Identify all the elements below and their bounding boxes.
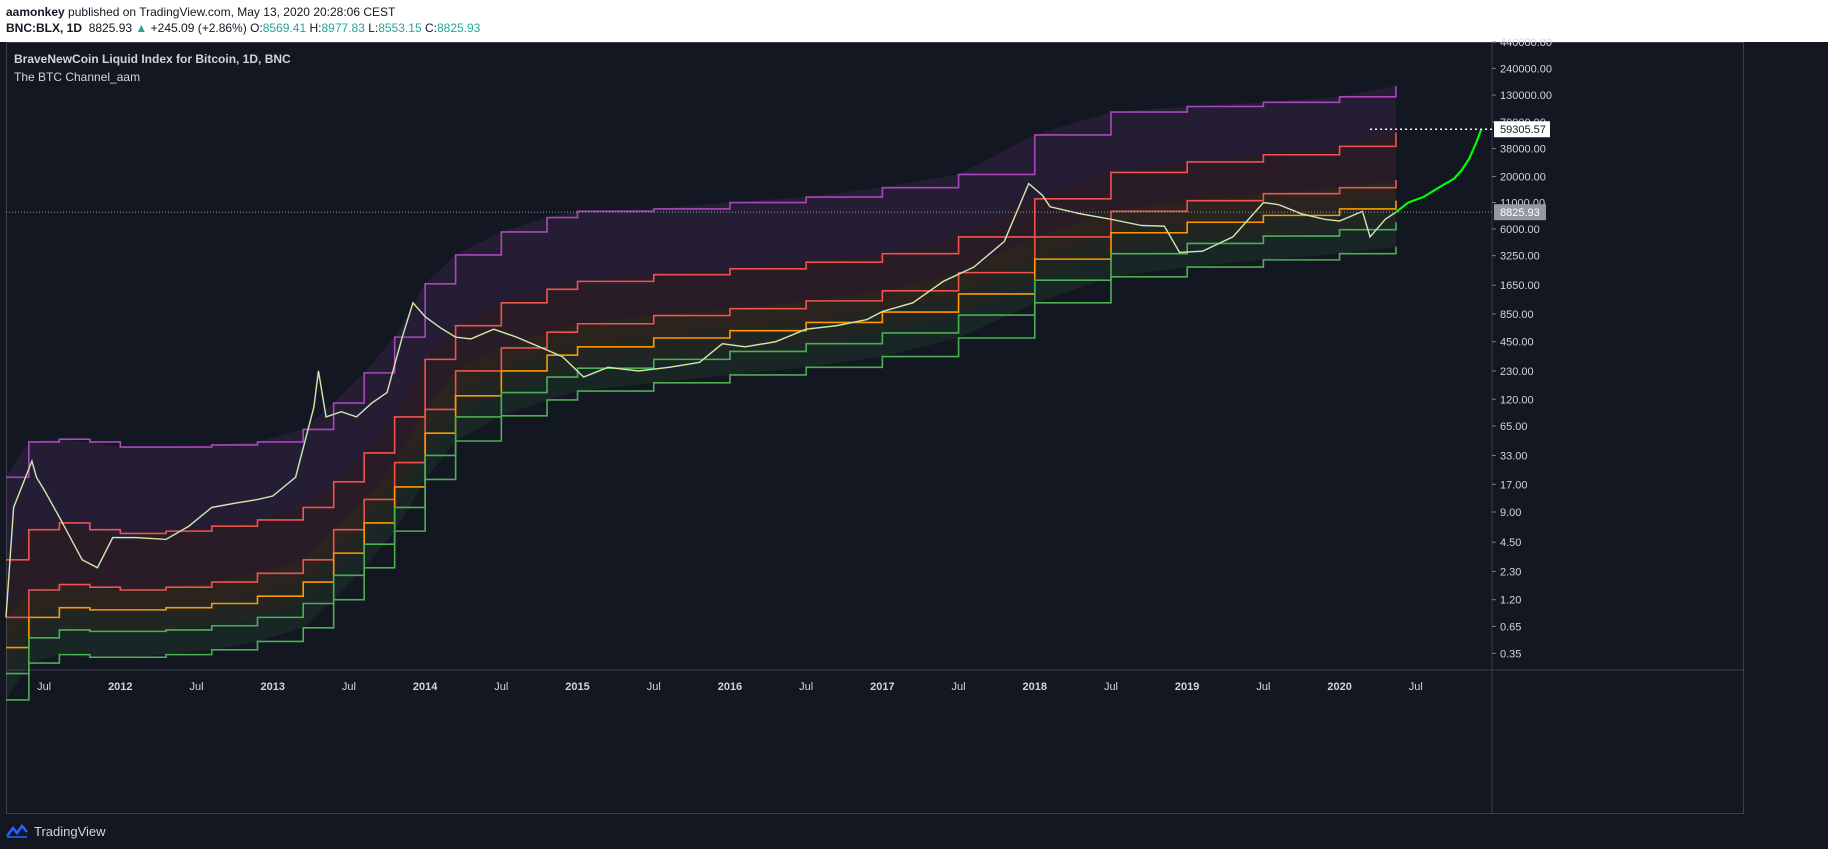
x-tick-label: Jul bbox=[952, 681, 966, 693]
tradingview-brand[interactable]: TradingView bbox=[34, 824, 106, 839]
price-line bbox=[5, 182, 1397, 618]
channel-line-green_lower bbox=[6, 246, 1397, 701]
y-tick-label: 17.00 bbox=[1500, 479, 1528, 491]
x-tick-label: 2013 bbox=[260, 681, 284, 693]
channel-line-green_upper bbox=[6, 222, 1397, 675]
x-tick-label: Jul bbox=[799, 681, 813, 693]
chart-legend: BraveNewCoin Liquid Index for Bitcoin, 1… bbox=[14, 52, 291, 84]
y-tick-label: 6000.00 bbox=[1500, 224, 1540, 236]
footer: TradingView bbox=[0, 814, 1828, 849]
chart-pane[interactable] bbox=[6, 42, 1744, 814]
y-tick-label: 1650.00 bbox=[1500, 280, 1540, 292]
x-tick-label: 2020 bbox=[1327, 681, 1351, 693]
x-tick-label: Jul bbox=[1104, 681, 1118, 693]
publish-info: published on TradingView.com, May 13, 20… bbox=[68, 5, 396, 19]
x-tick-label: Jul bbox=[37, 681, 51, 693]
high-value: 8977.83 bbox=[321, 21, 365, 35]
y-tick-label: 1.20 bbox=[1500, 595, 1521, 607]
up-arrow-icon: ▲ bbox=[135, 21, 148, 35]
y-tick-label: 20000.00 bbox=[1500, 172, 1546, 184]
symbol-label[interactable]: BNC:BLX, 1D bbox=[6, 21, 83, 35]
target-badge bbox=[1494, 121, 1550, 138]
channel-fill-red_upper bbox=[6, 132, 1396, 618]
channel-fill-green_upper bbox=[6, 222, 1396, 700]
channel-fill-red_lower bbox=[6, 179, 1396, 648]
y-tick-label: 230.00 bbox=[1500, 366, 1534, 378]
chart-header: aamonkey published on TradingView.com, M… bbox=[0, 0, 1828, 42]
x-tick-label: 2018 bbox=[1023, 681, 1047, 693]
y-tick-label: 9.00 bbox=[1500, 507, 1521, 519]
y-tick-label: 65.00 bbox=[1500, 421, 1528, 433]
price-change: +245.09 (+2.86%) bbox=[150, 21, 247, 35]
y-tick-label: 0.35 bbox=[1500, 648, 1521, 660]
y-tick-label: 120.00 bbox=[1500, 394, 1534, 406]
x-tick-label: 2014 bbox=[413, 681, 438, 693]
y-tick-label: 440000.00 bbox=[1500, 37, 1552, 49]
x-tick-label: Jul bbox=[1409, 681, 1423, 693]
y-tick-label: 4.50 bbox=[1500, 537, 1521, 549]
series-title[interactable]: BraveNewCoin Liquid Index for Bitcoin, 1… bbox=[14, 52, 291, 66]
x-tick-label: 2015 bbox=[565, 681, 589, 693]
y-tick-label: 2.30 bbox=[1500, 566, 1521, 578]
x-tick-label: Jul bbox=[189, 681, 203, 693]
close-label: C: bbox=[424, 21, 437, 35]
x-tick-label: Jul bbox=[342, 681, 356, 693]
x-tick-label: 2016 bbox=[718, 681, 742, 693]
channel-line-red_upper bbox=[6, 132, 1397, 561]
x-tick-label: Jul bbox=[1256, 681, 1270, 693]
y-tick-label: 130000.00 bbox=[1500, 90, 1552, 102]
channel-line-purple bbox=[6, 86, 1397, 479]
high-label: H: bbox=[309, 21, 322, 35]
x-tick-label: Jul bbox=[647, 681, 661, 693]
y-tick-label: 850.00 bbox=[1500, 309, 1534, 321]
x-tick-label: Jul bbox=[494, 681, 508, 693]
open-value: 8569.41 bbox=[262, 21, 307, 35]
y-tick-label: 3250.00 bbox=[1500, 251, 1540, 263]
current-price-badge bbox=[1494, 204, 1546, 221]
channel-fill-orange bbox=[6, 200, 1396, 674]
y-tick-label: 0.65 bbox=[1500, 621, 1521, 633]
x-tick-label: 2012 bbox=[108, 681, 132, 693]
ohlc-line: BNC:BLX, 1D 8825.93 ▲ +245.09 (+2.86%) O… bbox=[6, 21, 480, 35]
low-label: L: bbox=[368, 21, 379, 35]
tradingview-logo-icon[interactable] bbox=[6, 823, 28, 841]
y-tick-label: 450.00 bbox=[1500, 337, 1534, 349]
y-tick-label: 240000.00 bbox=[1500, 63, 1552, 75]
author-name[interactable]: aamonkey bbox=[6, 5, 65, 19]
low-value: 8553.15 bbox=[378, 21, 422, 35]
y-tick-label: 38000.00 bbox=[1500, 144, 1546, 156]
current-price-label: 8825.93 bbox=[1500, 207, 1540, 219]
publish-line: aamonkey published on TradingView.com, M… bbox=[6, 5, 395, 19]
channel-fill-purple bbox=[6, 86, 1396, 560]
last-price: 8825.93 bbox=[88, 21, 133, 35]
target-label: 59305.57 bbox=[1500, 124, 1546, 136]
y-tick-label: 33.00 bbox=[1500, 450, 1528, 462]
x-tick-label: 2019 bbox=[1175, 681, 1199, 693]
projection-line bbox=[1395, 128, 1483, 214]
x-tick-label: 2017 bbox=[870, 681, 894, 693]
open-label: O: bbox=[250, 21, 263, 35]
close-value: 8825.93 bbox=[436, 21, 481, 35]
indicator-title[interactable]: The BTC Channel_aam bbox=[14, 70, 141, 84]
